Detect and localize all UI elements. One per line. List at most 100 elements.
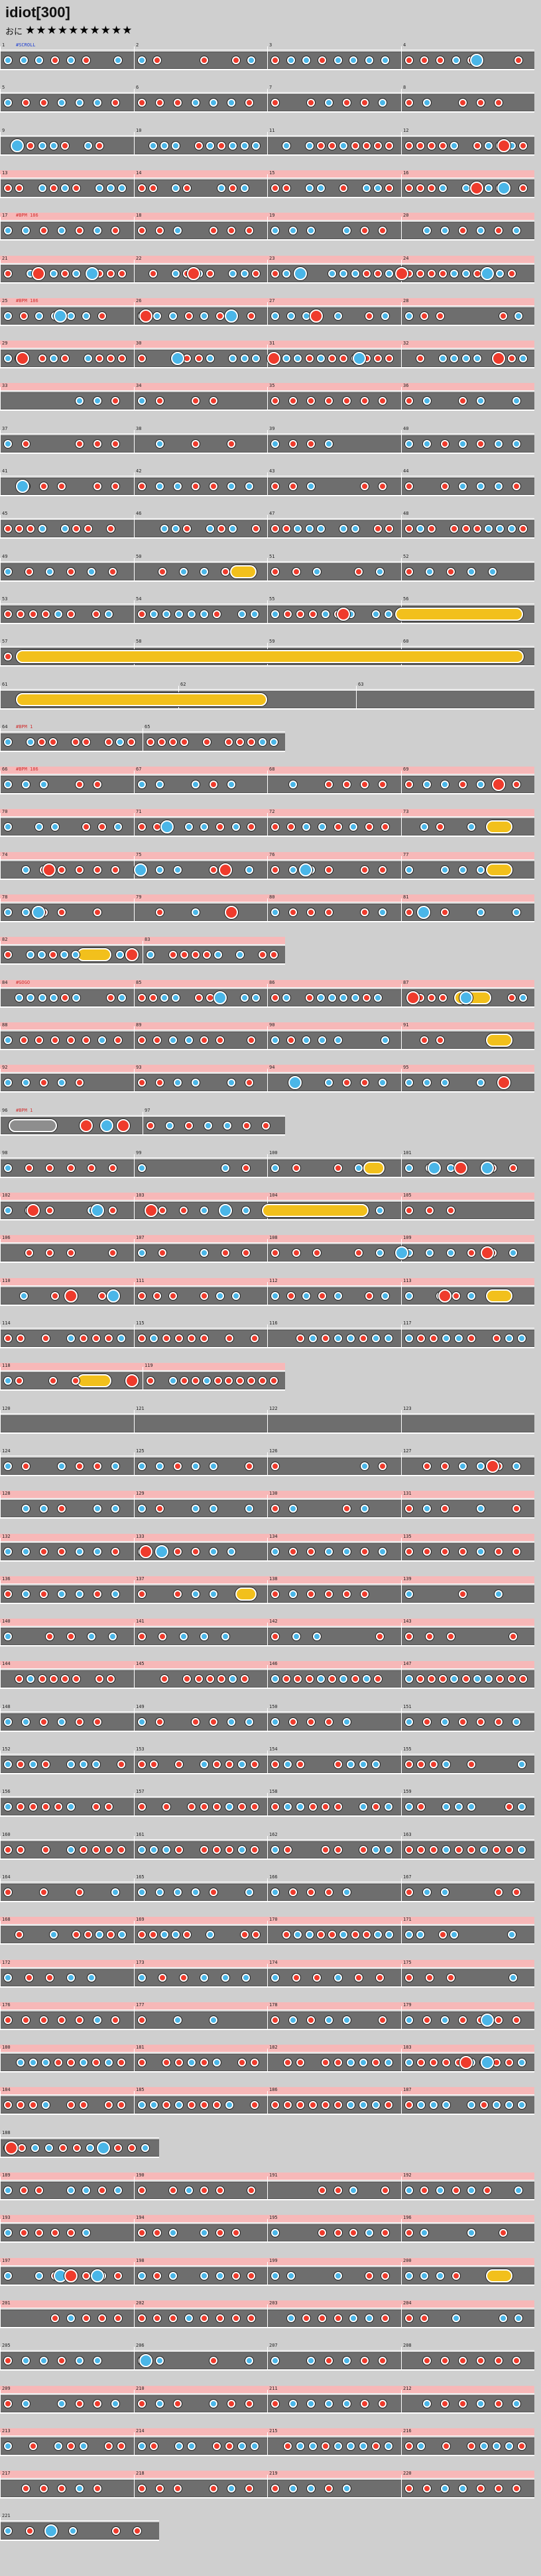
don-note	[289, 908, 297, 916]
gogo-band	[0, 2428, 534, 2436]
don-note	[200, 1036, 208, 1044]
ka-note	[485, 184, 493, 192]
ka-note	[156, 780, 164, 789]
measure-line	[0, 1159, 1, 1177]
difficulty-label: おに	[5, 27, 23, 37]
don-note	[58, 2015, 66, 2024]
ka-note	[118, 993, 126, 1002]
measure-number: 50	[136, 553, 142, 559]
don-note	[46, 1973, 54, 1982]
row-command: #SCROLL	[16, 42, 36, 48]
don-note	[67, 1249, 75, 1258]
don-note	[252, 525, 260, 533]
don-note	[296, 610, 304, 618]
measure-tick	[134, 855, 135, 861]
don-note	[428, 993, 436, 1002]
ka-note	[405, 865, 413, 874]
don-note	[426, 1207, 434, 1215]
ka-note	[282, 269, 290, 278]
big-don-note	[27, 1204, 40, 1218]
don-note	[355, 1249, 363, 1258]
ka-note	[50, 269, 58, 278]
ka-note	[441, 1888, 449, 1896]
lane-bottom-line	[0, 282, 534, 284]
measure-number: 99	[136, 1150, 142, 1155]
measure-line	[0, 1841, 1, 1858]
don-note	[174, 1589, 182, 1598]
don-note	[105, 1334, 113, 1342]
measure-number: 73	[403, 809, 409, 815]
ka-note	[284, 1760, 292, 1768]
ka-note	[307, 2485, 315, 2493]
measure-number: 128	[2, 1491, 11, 1497]
ka-note	[192, 908, 200, 916]
lane-bottom-line	[0, 1432, 534, 1434]
don-note	[4, 1845, 12, 1854]
ka-note	[138, 1888, 146, 1896]
score-row: 209 210 211 212	[0, 2385, 534, 2416]
ka-note	[372, 610, 380, 618]
don-note	[15, 1675, 23, 1684]
don-note	[200, 2186, 208, 2194]
gogo-band	[0, 1533, 534, 1541]
don-note	[42, 1334, 50, 1342]
don-note	[156, 1717, 164, 1726]
ka-note	[138, 1845, 146, 1854]
gogo-band	[0, 2300, 534, 2308]
gogo-band	[0, 2173, 534, 2180]
song-title: idiot[300]	[5, 4, 70, 21]
don-note	[25, 1249, 33, 1258]
don-note	[284, 1845, 292, 1854]
ka-note	[289, 780, 297, 789]
measure-line	[0, 435, 1, 453]
drumroll-note	[486, 2269, 512, 2282]
don-note	[361, 227, 369, 235]
don-note	[192, 1377, 200, 1385]
measure-tick	[134, 2049, 135, 2055]
don-note	[334, 2186, 342, 2194]
don-note	[512, 2485, 520, 2493]
ka-note	[245, 865, 253, 874]
score-row: 33 34 35 36	[0, 383, 534, 413]
don-note	[105, 2442, 113, 2450]
don-note	[379, 482, 387, 490]
measure-tick	[134, 2091, 135, 2097]
don-note	[225, 1845, 233, 1854]
ka-note	[206, 141, 214, 150]
don-note	[200, 2101, 208, 2110]
ka-note	[363, 184, 371, 192]
ka-note	[22, 865, 30, 874]
measure-number: 211	[269, 2385, 278, 2391]
don-note	[174, 2399, 182, 2408]
measure-tick	[134, 1793, 135, 1799]
don-note	[495, 2015, 503, 2024]
don-note	[381, 2229, 389, 2237]
measure-number: 115	[136, 1320, 145, 1326]
measure-line	[401, 1883, 402, 1901]
measure-tick	[401, 1154, 402, 1159]
don-note	[180, 737, 188, 746]
don-note	[271, 2399, 279, 2408]
big-ka-note	[155, 1544, 168, 1558]
don-note	[15, 184, 23, 192]
measure-line	[134, 222, 135, 240]
don-note	[495, 2485, 503, 2493]
don-note	[294, 1675, 302, 1684]
measure-number: 47	[269, 511, 275, 517]
ka-note	[259, 737, 267, 746]
score-row: 102 103 104 105	[0, 1193, 534, 1223]
don-note	[4, 525, 12, 533]
measure-line	[134, 2394, 135, 2412]
ka-note	[241, 269, 249, 278]
ka-note	[138, 1462, 146, 1470]
lane-bottom-line	[0, 367, 534, 369]
score-row: 188	[0, 2130, 159, 2161]
don-note	[343, 780, 351, 789]
don-note	[405, 567, 413, 576]
don-note	[138, 2399, 146, 2408]
lane-bottom-line	[0, 1517, 534, 1519]
don-note	[361, 1547, 369, 1556]
don-note	[447, 1633, 455, 1641]
ka-note	[214, 951, 222, 959]
measure-line	[401, 1457, 402, 1475]
